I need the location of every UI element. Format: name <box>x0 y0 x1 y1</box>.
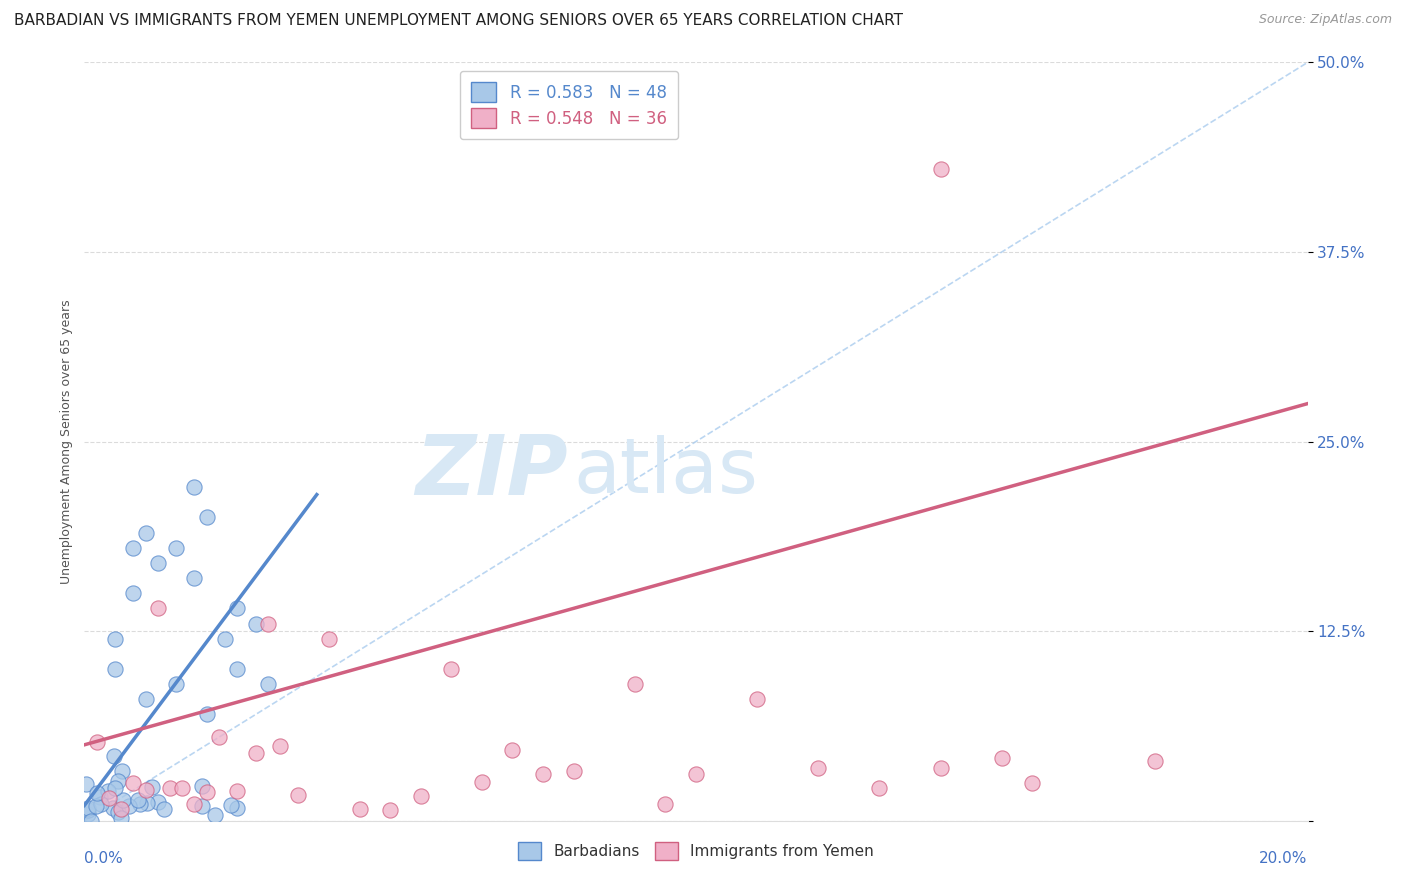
Point <box>165 541 187 555</box>
Point <box>287 789 309 803</box>
Point <box>502 742 524 756</box>
Point <box>135 783 157 797</box>
Point <box>183 797 205 811</box>
Point <box>76 801 98 815</box>
Point <box>747 692 769 706</box>
Text: BARBADIAN VS IMMIGRANTS FROM YEMEN UNEMPLOYMENT AMONG SENIORS OVER 65 YEARS CORR: BARBADIAN VS IMMIGRANTS FROM YEMEN UNEMP… <box>14 13 903 29</box>
Point <box>245 746 267 760</box>
Point <box>183 480 205 494</box>
Point <box>214 632 236 646</box>
Point <box>226 601 249 615</box>
Point <box>349 802 371 816</box>
Point <box>148 795 170 809</box>
Point <box>101 801 124 815</box>
Point <box>110 811 132 825</box>
Point <box>191 779 214 793</box>
Point <box>562 764 585 778</box>
Point <box>103 749 125 764</box>
Text: ZIP: ZIP <box>415 432 568 512</box>
Point <box>380 803 402 817</box>
Legend: Barbadians, Immigrants from Yemen: Barbadians, Immigrants from Yemen <box>512 836 880 866</box>
Point <box>135 692 157 706</box>
Point <box>929 761 952 775</box>
Point <box>146 601 169 615</box>
Y-axis label: Unemployment Among Seniors over 65 years: Unemployment Among Seniors over 65 years <box>60 299 73 584</box>
Point <box>1143 754 1166 768</box>
Point <box>159 780 181 795</box>
Point <box>104 662 127 676</box>
Point <box>89 790 111 805</box>
Point <box>84 799 107 814</box>
Point <box>257 616 280 631</box>
Point <box>190 799 212 814</box>
Point <box>226 662 249 676</box>
Point <box>165 677 187 691</box>
Point <box>146 556 169 570</box>
Point <box>136 796 159 810</box>
Point <box>172 780 194 795</box>
Point <box>122 776 145 790</box>
Point <box>195 785 218 799</box>
Point <box>440 662 463 676</box>
Point <box>135 525 157 540</box>
Point <box>118 798 141 813</box>
Point <box>245 616 267 631</box>
Point <box>80 814 103 828</box>
Point <box>531 766 554 780</box>
Point <box>471 775 494 789</box>
Point <box>219 798 242 813</box>
Point <box>107 805 129 819</box>
Point <box>77 807 100 822</box>
Point <box>183 571 205 585</box>
Point <box>409 789 432 804</box>
Point <box>127 793 149 807</box>
Point <box>204 808 226 822</box>
Point <box>153 802 176 816</box>
Point <box>624 677 647 691</box>
Point <box>110 801 132 815</box>
Point <box>195 510 218 524</box>
Point <box>141 780 163 794</box>
Point <box>104 632 127 646</box>
Point <box>1021 775 1043 789</box>
Point <box>195 707 218 722</box>
Point <box>90 797 112 811</box>
Point <box>104 781 127 796</box>
Text: 20.0%: 20.0% <box>1260 851 1308 866</box>
Point <box>97 784 120 798</box>
Point <box>77 803 100 817</box>
Point <box>86 786 108 800</box>
Point <box>991 750 1014 764</box>
Point <box>86 735 108 749</box>
Point <box>257 677 280 691</box>
Point <box>122 541 145 555</box>
Point <box>869 781 891 796</box>
Text: 0.0%: 0.0% <box>84 851 124 866</box>
Text: atlas: atlas <box>574 435 758 508</box>
Point <box>111 764 134 778</box>
Point <box>112 793 135 807</box>
Point <box>97 791 120 805</box>
Point <box>269 739 291 753</box>
Point <box>129 797 152 812</box>
Point <box>685 767 707 781</box>
Point <box>75 777 97 791</box>
Point <box>807 761 830 775</box>
Text: Source: ZipAtlas.com: Source: ZipAtlas.com <box>1258 13 1392 27</box>
Point <box>226 784 249 798</box>
Point <box>318 632 340 646</box>
Point <box>654 797 676 811</box>
Point <box>122 586 145 600</box>
Point <box>208 730 231 744</box>
Point <box>226 801 249 815</box>
Point <box>929 161 952 176</box>
Point <box>107 773 129 788</box>
